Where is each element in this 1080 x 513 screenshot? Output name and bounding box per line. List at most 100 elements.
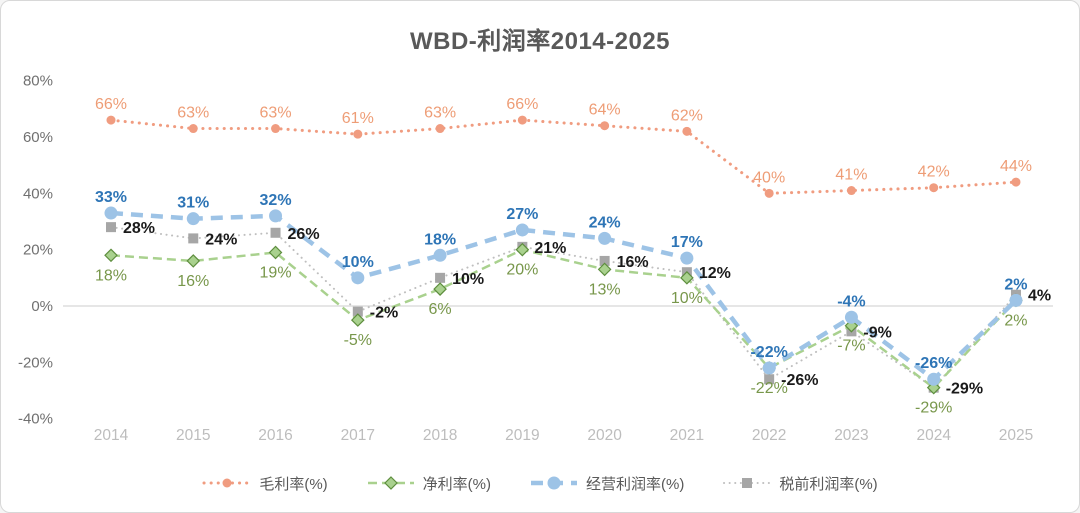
data-label-gross-margin: 63%	[260, 105, 292, 122]
x-axis-label: 2018	[423, 427, 457, 444]
legend-marker-net-margin	[367, 476, 414, 490]
data-point-marker-net-margin	[350, 313, 365, 327]
chart-plot: 80% 60% 40% 20% 0% -20% -40% 2014 2015 2016 2017 20…	[18, 73, 1053, 444]
x-axis-label: 2024	[916, 427, 951, 444]
data-point-marker-operating-margin	[927, 372, 941, 386]
data-point-marker-pretax-margin	[599, 255, 610, 266]
data-point-marker-net-margin	[680, 270, 694, 285]
data-point-marker-operating-margin	[844, 310, 858, 324]
data-label-net-margin: 20%	[506, 262, 538, 279]
legend-item-net-margin[interactable]: 净利率(%)	[366, 473, 491, 494]
data-point-marker-operating-margin	[598, 231, 612, 245]
data-label-pretax-margin: -2%	[370, 305, 398, 322]
data-point-marker-gross-margin	[846, 186, 856, 196]
data-point-marker-operating-margin	[351, 271, 365, 285]
data-label-net-margin: -5%	[344, 332, 372, 349]
data-point-marker-gross-margin	[188, 124, 198, 134]
data-label-pretax-margin: 24%	[205, 231, 237, 248]
data-label-net-margin: 10%	[671, 290, 703, 307]
data-point-marker-operating-margin	[547, 476, 561, 490]
data-label-net-margin: 2%	[1004, 312, 1027, 329]
data-label-net-margin: 16%	[177, 273, 209, 290]
legend-marker-operating-margin	[530, 476, 577, 490]
data-point-marker-gross-margin	[353, 129, 363, 139]
data-label-operating-margin: 2%	[1004, 276, 1027, 293]
data-label-gross-margin: 64%	[589, 102, 621, 119]
data-label-gross-margin: 61%	[342, 110, 374, 127]
data-label-gross-margin: 66%	[506, 96, 538, 113]
data-label-operating-margin: 18%	[424, 231, 456, 248]
y-axis-tick: 20%	[23, 242, 53, 259]
data-label-net-margin: 19%	[260, 264, 292, 281]
x-axis-label: 2016	[258, 427, 292, 444]
data-point-marker-net-margin	[597, 262, 612, 277]
data-label-pretax-margin: 26%	[288, 226, 320, 243]
data-point-marker-pretax-margin	[764, 374, 775, 385]
data-point-marker-net-margin	[433, 282, 447, 296]
data-point-marker-operating-margin	[186, 212, 200, 226]
data-point-marker-operating-margin	[433, 248, 447, 262]
data-label-gross-margin: 42%	[918, 164, 950, 181]
data-point-marker-operating-margin	[269, 209, 283, 223]
legend-item-pretax-margin[interactable]: 税前利润率(%)	[722, 473, 878, 494]
data-point-marker-gross-margin	[106, 115, 116, 125]
data-label-operating-margin: 27%	[506, 206, 538, 223]
data-point-marker-operating-margin	[104, 206, 118, 220]
data-point-marker-pretax-margin	[352, 306, 363, 317]
x-axis-label: 2022	[752, 427, 786, 444]
data-label-gross-margin: 41%	[835, 167, 867, 184]
data-label-net-margin: 13%	[589, 281, 621, 298]
data-point-marker-gross-margin	[600, 121, 610, 131]
data-label-operating-margin: -26%	[915, 355, 952, 372]
data-label-net-margin: -29%	[915, 400, 952, 417]
chart-title: WBD-利润率2014-2025	[409, 28, 671, 55]
data-point-marker-operating-margin	[1009, 293, 1023, 307]
data-point-marker-pretax-margin	[270, 227, 281, 238]
data-label-operating-margin: 33%	[95, 189, 127, 206]
x-axis-label: 2019	[505, 427, 539, 444]
data-label-pretax-margin: 28%	[123, 220, 155, 237]
data-label-net-margin: 18%	[95, 267, 127, 284]
y-axis-tick: 80%	[23, 73, 53, 90]
y-axis-tick: -20%	[18, 354, 53, 371]
legend-item-operating-margin[interactable]: 经营利润率(%)	[529, 473, 684, 494]
data-point-marker-pretax-margin	[742, 478, 753, 488]
data-label-operating-margin: 17%	[671, 234, 703, 251]
data-label-gross-margin: 63%	[177, 105, 209, 122]
data-point-marker-pretax-margin	[106, 222, 116, 233]
data-label-pretax-margin: -26%	[781, 372, 818, 389]
series-line-pretax-margin	[110, 226, 1017, 390]
data-label-operating-margin: -4%	[837, 293, 865, 310]
x-axis-label: 2014	[94, 427, 129, 444]
data-point-marker-net-margin	[186, 254, 201, 268]
data-label-operating-margin: 32%	[260, 192, 292, 209]
data-label-pretax-margin: -29%	[946, 381, 983, 398]
x-axis-label: 2025	[999, 427, 1033, 444]
data-point-marker-gross-margin	[271, 124, 281, 134]
data-label-pretax-margin: 10%	[452, 271, 484, 288]
data-point-marker-pretax-margin	[188, 233, 199, 244]
data-label-operating-margin: 24%	[589, 214, 621, 231]
y-axis-tick: -40%	[18, 411, 53, 428]
x-axis-label: 2020	[587, 427, 622, 444]
data-point-marker-gross-margin	[682, 126, 692, 136]
data-point-marker-net-margin	[104, 248, 118, 263]
data-label-operating-margin: 31%	[177, 195, 209, 212]
x-axis-label: 2021	[670, 427, 704, 444]
data-label-net-margin: -7%	[837, 338, 865, 355]
legend-marker-gross-margin	[202, 478, 252, 488]
legend-label-operating-margin: 经营利润率(%)	[585, 475, 685, 493]
data-point-marker-gross-margin	[764, 188, 774, 198]
data-label-pretax-margin: -9%	[863, 324, 891, 341]
data-point-marker-operating-margin	[762, 361, 776, 375]
data-point-marker-net-margin	[383, 476, 398, 490]
data-label-net-margin: 6%	[429, 301, 452, 318]
data-label-pretax-margin: 12%	[699, 265, 731, 282]
data-label-pretax-margin: 21%	[534, 240, 566, 257]
data-label-pretax-margin: 4%	[1028, 288, 1051, 305]
legend-item-gross-margin[interactable]: 毛利率(%)	[202, 473, 328, 494]
legend-label-gross-margin: 毛利率(%)	[259, 475, 328, 493]
data-label-net-margin: -22%	[750, 380, 787, 397]
data-point-marker-gross-margin	[222, 478, 232, 488]
